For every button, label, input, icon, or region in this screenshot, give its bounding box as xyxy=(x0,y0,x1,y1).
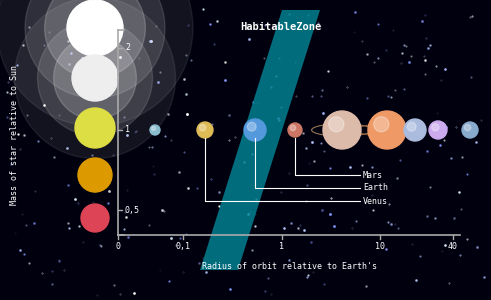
Circle shape xyxy=(288,123,302,137)
Circle shape xyxy=(290,125,296,131)
Circle shape xyxy=(328,117,344,132)
Circle shape xyxy=(429,121,447,139)
Text: Earth: Earth xyxy=(363,184,388,193)
Text: 40: 40 xyxy=(448,242,458,251)
Circle shape xyxy=(323,111,361,149)
Circle shape xyxy=(75,108,115,148)
Text: Venus: Venus xyxy=(363,196,388,206)
Text: 2: 2 xyxy=(125,44,130,52)
Text: 10: 10 xyxy=(375,242,385,251)
Circle shape xyxy=(464,124,471,131)
Circle shape xyxy=(244,119,266,141)
Circle shape xyxy=(54,37,136,119)
Polygon shape xyxy=(200,10,320,270)
Text: Radius of orbit relative to Earth's: Radius of orbit relative to Earth's xyxy=(202,262,378,271)
Text: 0,1: 0,1 xyxy=(175,242,191,251)
Circle shape xyxy=(432,124,439,131)
Circle shape xyxy=(150,125,160,135)
Circle shape xyxy=(408,122,416,131)
Circle shape xyxy=(37,20,153,136)
Circle shape xyxy=(152,127,156,130)
Text: Mass of star relative to Sun: Mass of star relative to Sun xyxy=(10,65,20,205)
Text: HabitableZone: HabitableZone xyxy=(240,22,321,32)
Text: 1: 1 xyxy=(125,125,130,134)
Circle shape xyxy=(67,0,123,56)
Text: 0: 0 xyxy=(115,242,120,251)
Circle shape xyxy=(25,0,165,98)
Circle shape xyxy=(247,122,256,131)
Circle shape xyxy=(15,0,175,158)
Text: Mars: Mars xyxy=(363,170,383,179)
Circle shape xyxy=(199,124,206,131)
Text: 0,5: 0,5 xyxy=(125,206,140,214)
Circle shape xyxy=(404,119,426,141)
Text: 1: 1 xyxy=(279,242,284,251)
Circle shape xyxy=(368,111,406,149)
Circle shape xyxy=(0,0,193,126)
Circle shape xyxy=(462,122,478,138)
Circle shape xyxy=(374,117,389,132)
Circle shape xyxy=(78,158,112,192)
Circle shape xyxy=(45,0,145,78)
Circle shape xyxy=(72,55,118,101)
Circle shape xyxy=(197,122,213,138)
Circle shape xyxy=(81,204,109,232)
